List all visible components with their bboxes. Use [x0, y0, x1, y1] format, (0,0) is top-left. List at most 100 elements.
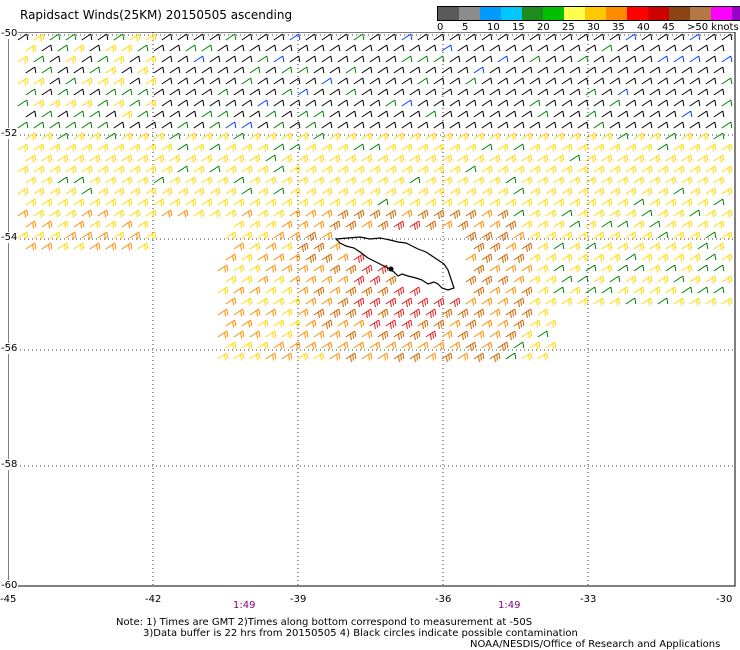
wind-barb — [721, 253, 733, 262]
wind-barb — [409, 66, 421, 74]
legend-swatch — [627, 7, 648, 20]
wind-barb — [393, 154, 405, 163]
wind-barb — [297, 176, 309, 185]
wind-barb — [537, 88, 549, 96]
wind-barb — [289, 297, 301, 306]
wind-barb — [529, 341, 541, 350]
legend-label: 40 — [637, 22, 650, 33]
wind-barb — [185, 110, 197, 118]
wind-barb — [57, 88, 69, 96]
wind-barb — [481, 99, 493, 107]
wind-barb — [689, 209, 701, 217]
wind-barb — [489, 88, 501, 96]
wind-barb — [249, 352, 261, 361]
wind-barb — [385, 275, 397, 286]
wind-barb — [361, 286, 373, 297]
wind-barb — [265, 242, 277, 251]
wind-barb — [241, 209, 253, 218]
wind-barb — [513, 187, 525, 195]
wind-barb — [689, 33, 701, 41]
wind-barb — [665, 176, 677, 185]
wind-barb — [297, 330, 309, 339]
wind-barb — [673, 209, 685, 218]
wind-barb — [273, 231, 285, 240]
wind-barb — [545, 253, 557, 262]
wind-barb — [329, 286, 341, 295]
wind-barb — [585, 220, 597, 229]
wind-barb — [273, 33, 285, 41]
wind-barb — [433, 297, 445, 308]
wind-barb — [81, 165, 93, 174]
wind-barb — [217, 154, 229, 163]
wind-barb — [641, 209, 653, 217]
wind-barb — [353, 341, 365, 350]
wind-barb — [689, 231, 701, 240]
wind-barb — [561, 55, 573, 63]
wind-barb — [681, 66, 693, 74]
wind-barb — [609, 275, 621, 283]
wind-barb — [649, 88, 661, 96]
wind-barb — [329, 132, 341, 141]
wind-barb — [617, 264, 629, 272]
wind-barb — [481, 143, 493, 151]
wind-barb — [417, 341, 429, 350]
wind-barb — [185, 132, 197, 141]
wind-barb — [241, 341, 253, 350]
wind-barb — [457, 330, 469, 341]
wind-barb — [441, 110, 453, 118]
wind-barb — [609, 187, 621, 196]
wind-barb — [617, 88, 629, 96]
wind-barb — [273, 275, 285, 284]
wind-barb — [377, 154, 389, 163]
wind-barb — [593, 165, 605, 174]
wind-barb — [433, 187, 445, 196]
wind-barb — [273, 121, 285, 129]
wind-barb — [321, 209, 333, 218]
wind-barb — [137, 220, 149, 229]
wind-barb — [457, 198, 469, 207]
wind-barb — [505, 132, 517, 141]
wind-barb — [137, 110, 149, 118]
wind-barb — [401, 55, 413, 63]
wind-barb — [625, 143, 637, 152]
wind-barb — [313, 154, 325, 163]
wind-barb — [641, 231, 653, 240]
wind-barb — [513, 165, 525, 174]
lon-label: -33 — [580, 594, 597, 605]
wind-barb — [241, 165, 253, 174]
legend-swatch — [522, 7, 543, 20]
wind-barb — [81, 99, 93, 108]
wind-barb — [281, 154, 293, 163]
wind-barb — [601, 242, 613, 251]
wind-barb — [25, 154, 37, 163]
wind-barb — [161, 99, 173, 107]
wind-barb — [377, 176, 389, 185]
wind-barb — [521, 44, 533, 52]
wind-barb — [385, 33, 397, 41]
wind-barb — [177, 121, 189, 129]
wind-barb — [129, 209, 141, 218]
wind-barb — [481, 77, 493, 85]
wind-barb — [305, 187, 317, 196]
wind-barb — [121, 110, 133, 119]
wind-barb — [321, 275, 333, 284]
wind-barb — [297, 286, 309, 295]
wind-barb — [585, 242, 597, 250]
wind-barb — [649, 110, 661, 118]
wind-barb — [577, 209, 589, 218]
wind-barb — [577, 33, 589, 41]
wind-barb — [57, 154, 69, 163]
wind-barb — [209, 143, 221, 151]
wind-barb — [145, 187, 157, 196]
wind-barb — [257, 319, 269, 328]
wind-barb — [169, 110, 181, 118]
lon-label: -36 — [435, 594, 452, 605]
legend-swatch — [606, 7, 627, 20]
wind-barb — [393, 352, 405, 363]
wind-barb — [481, 341, 493, 350]
wind-barb — [481, 253, 493, 264]
wind-barb — [593, 231, 605, 240]
wind-barb — [641, 165, 653, 174]
wind-barb — [177, 165, 189, 173]
wind-barb — [137, 242, 149, 251]
